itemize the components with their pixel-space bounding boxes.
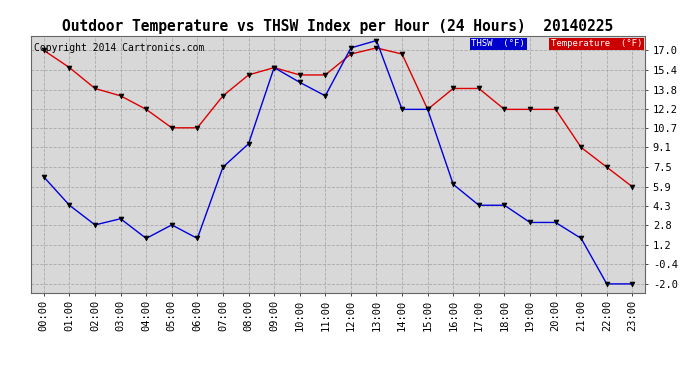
Title: Outdoor Temperature vs THSW Index per Hour (24 Hours)  20140225: Outdoor Temperature vs THSW Index per Ho… [63, 20, 613, 34]
Text: Copyright 2014 Cartronics.com: Copyright 2014 Cartronics.com [34, 44, 204, 53]
Text: Temperature  (°F): Temperature (°F) [551, 39, 642, 48]
Text: THSW  (°F): THSW (°F) [471, 39, 525, 48]
